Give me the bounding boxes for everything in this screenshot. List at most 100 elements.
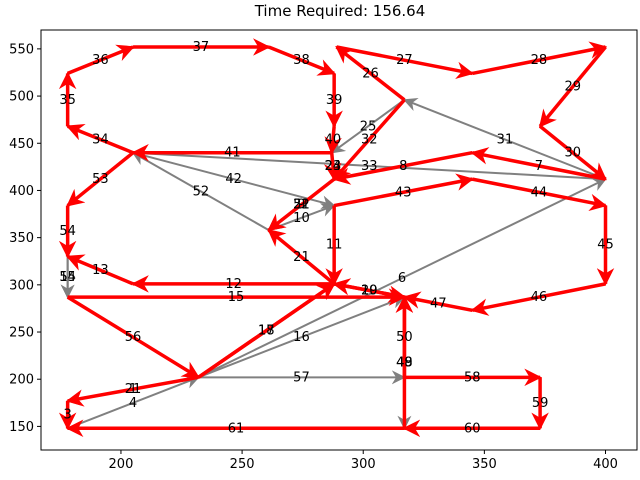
y-tick-label-250: 250	[9, 326, 34, 341]
x-axis: 200 250 300 350 400	[109, 450, 618, 472]
x-tick-label-350: 350	[472, 457, 497, 472]
edge-label-4: 4	[129, 396, 137, 411]
edge-label-28: 28	[531, 53, 548, 68]
edge-label-45: 45	[597, 238, 614, 253]
edge-label-53: 53	[92, 172, 109, 187]
x-tick-label-300: 300	[351, 457, 376, 472]
edge-label-42: 42	[225, 172, 242, 187]
edge-label-10: 10	[293, 211, 310, 226]
chart-title: Time Required: 156.64	[254, 2, 426, 20]
edge-33	[131, 146, 606, 181]
edge-53	[66, 151, 135, 207]
edge-label-51: 51	[293, 198, 310, 213]
edge-label-21: 21	[293, 250, 310, 265]
edge-47	[402, 291, 473, 313]
edge-13	[66, 254, 134, 286]
edge-label-6: 6	[398, 271, 406, 286]
edge-label-3: 3	[64, 408, 72, 423]
edge-label-44: 44	[531, 185, 548, 200]
edge-16	[198, 295, 406, 379]
edge-label-17: 17	[258, 324, 275, 339]
edge-21	[267, 228, 336, 286]
edge-40	[324, 126, 342, 155]
edge-label-33: 33	[361, 159, 378, 174]
edge-28	[471, 41, 608, 76]
plot-frame	[40, 29, 638, 451]
y-tick-label-450: 450	[9, 137, 34, 152]
edge-label-48: 48	[396, 356, 413, 371]
edge-30	[538, 124, 607, 181]
edge-label-38: 38	[293, 53, 310, 68]
edge-label-19: 19	[361, 283, 378, 298]
edge-labels-layer: 1342167892210111213141516171819202123242…	[59, 40, 613, 436]
edge-label-22: 22	[293, 198, 310, 213]
y-tick-label-500: 500	[9, 90, 34, 105]
y-tick-label-550: 550	[9, 42, 34, 57]
edge-31	[403, 97, 606, 181]
edge-label-54: 54	[59, 224, 76, 239]
edge-38	[268, 45, 336, 76]
edge-label-11: 11	[326, 238, 343, 253]
edge-label-40: 40	[325, 132, 342, 147]
edge-9	[267, 177, 336, 232]
edge-52	[131, 151, 270, 231]
edge-label-36: 36	[92, 53, 109, 68]
edge-label-27: 27	[396, 53, 413, 68]
x-tick-label-250: 250	[230, 457, 255, 472]
edge-label-58: 58	[464, 370, 481, 385]
edge-label-9: 9	[297, 198, 305, 213]
edge-46	[470, 282, 606, 316]
edge-label-16: 16	[293, 330, 310, 345]
edge-label-18: 18	[258, 324, 275, 339]
edge-25	[330, 99, 406, 154]
x-tick-label-200: 200	[109, 457, 134, 472]
edge-label-41: 41	[224, 146, 241, 161]
edge-34	[66, 124, 134, 155]
edge-label-37: 37	[193, 40, 210, 55]
edge-label-32: 32	[361, 132, 378, 147]
edge-label-15: 15	[228, 290, 245, 305]
edge-label-52: 52	[193, 184, 210, 199]
edge-label-56: 56	[125, 330, 142, 345]
edge-20	[332, 278, 405, 299]
edge-label-34: 34	[92, 132, 109, 147]
y-tick-label-150: 150	[9, 420, 34, 435]
edge-4	[67, 375, 200, 430]
edge-label-47: 47	[430, 297, 447, 312]
y-tick-label-300: 300	[9, 278, 34, 293]
x-tick-label-400: 400	[593, 457, 618, 472]
edge-label-24: 24	[325, 159, 342, 174]
edge-label-35: 35	[59, 93, 76, 108]
edge-26	[335, 45, 406, 102]
edge-43	[333, 173, 474, 208]
edge-label-59: 59	[532, 396, 549, 411]
y-tick-label-350: 350	[9, 231, 34, 246]
edge-label-57: 57	[293, 370, 310, 385]
edge-label-14: 14	[59, 270, 76, 285]
edge-label-43: 43	[395, 185, 412, 200]
edge-label-25: 25	[360, 119, 377, 134]
y-tick-label-400: 400	[9, 184, 34, 199]
edge-6	[198, 178, 607, 379]
edge-label-61: 61	[228, 421, 245, 436]
edge-label-29: 29	[565, 80, 582, 95]
y-tick-label-200: 200	[9, 373, 34, 388]
edge-label-55: 55	[59, 270, 76, 285]
edge-7	[470, 147, 606, 181]
edge-label-46: 46	[531, 290, 548, 305]
edge-label-50: 50	[396, 330, 413, 345]
edge-44	[471, 177, 608, 212]
edge-label-31: 31	[497, 132, 514, 147]
edge-1	[65, 375, 199, 407]
edge-42	[132, 151, 336, 210]
y-axis: 150 200 250 300 350 400 450 500 550	[9, 42, 41, 435]
edge-36	[66, 44, 135, 76]
edge-label-12: 12	[225, 277, 242, 292]
edges-layer	[58, 38, 615, 438]
edge-label-20: 20	[361, 283, 378, 298]
edge-label-23: 23	[325, 159, 342, 174]
edge-label-8: 8	[399, 159, 407, 174]
edge-label-26: 26	[362, 66, 379, 81]
edge-8	[332, 150, 473, 185]
